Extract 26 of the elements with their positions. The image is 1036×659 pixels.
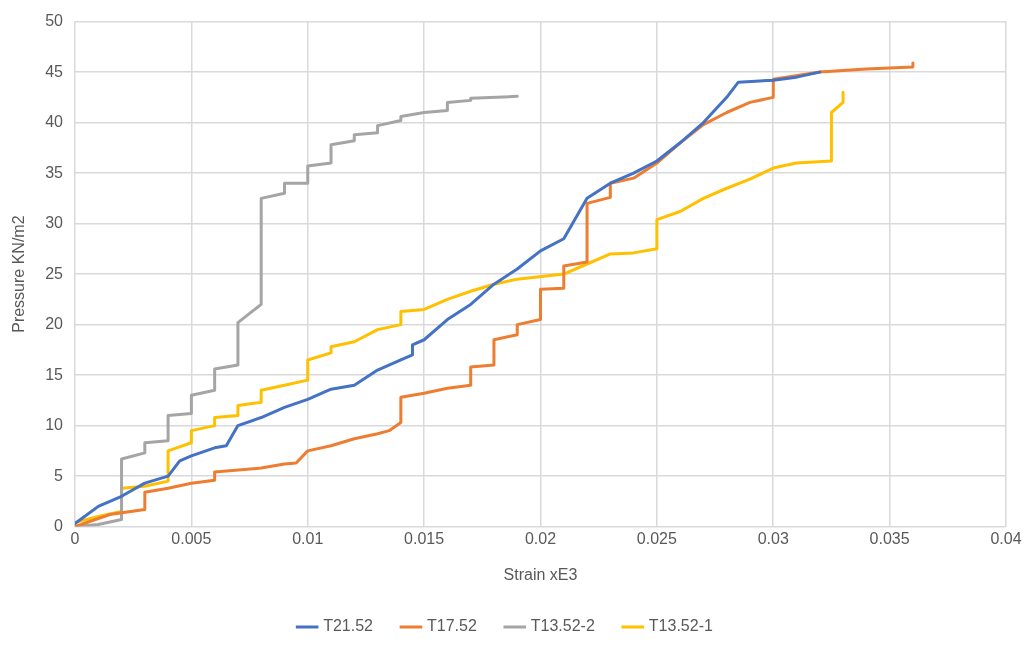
y-tick-label: 30 xyxy=(45,214,64,232)
y-tick-label: 25 xyxy=(45,264,64,282)
x-tick-label: 0.01 xyxy=(292,529,324,547)
x-tick-label: 0.015 xyxy=(404,529,445,547)
y-tick-label: 45 xyxy=(45,62,64,80)
x-tick-label: 0 xyxy=(70,529,80,547)
y-tick-label: 5 xyxy=(54,466,64,484)
legend-label: T13.52-1 xyxy=(648,617,713,635)
legend-label: T21.52 xyxy=(323,617,374,635)
x-axis-title: Strain xE3 xyxy=(503,565,578,583)
y-tick-label: 15 xyxy=(45,365,64,383)
x-tick-label: 0.02 xyxy=(524,529,557,547)
y-axis-title: Pressure KN/m2 xyxy=(10,215,28,333)
y-tick-label: 40 xyxy=(45,113,64,131)
x-tick-label: 0.025 xyxy=(636,529,677,547)
x-tick-label: 0.035 xyxy=(869,529,910,547)
y-tick-label: 50 xyxy=(45,12,64,30)
y-tick-label: 0 xyxy=(54,517,64,535)
y-tick-label: 10 xyxy=(45,416,64,434)
y-tick-label: 20 xyxy=(45,315,64,333)
y-tick-label: 35 xyxy=(45,163,64,181)
legend-label: T17.52 xyxy=(426,617,477,635)
x-tick-label: 0.03 xyxy=(757,529,789,547)
x-tick-label: 0.005 xyxy=(171,529,212,547)
legend-label: T13.52-2 xyxy=(530,617,595,635)
x-tick-label: 0.04 xyxy=(990,529,1022,547)
